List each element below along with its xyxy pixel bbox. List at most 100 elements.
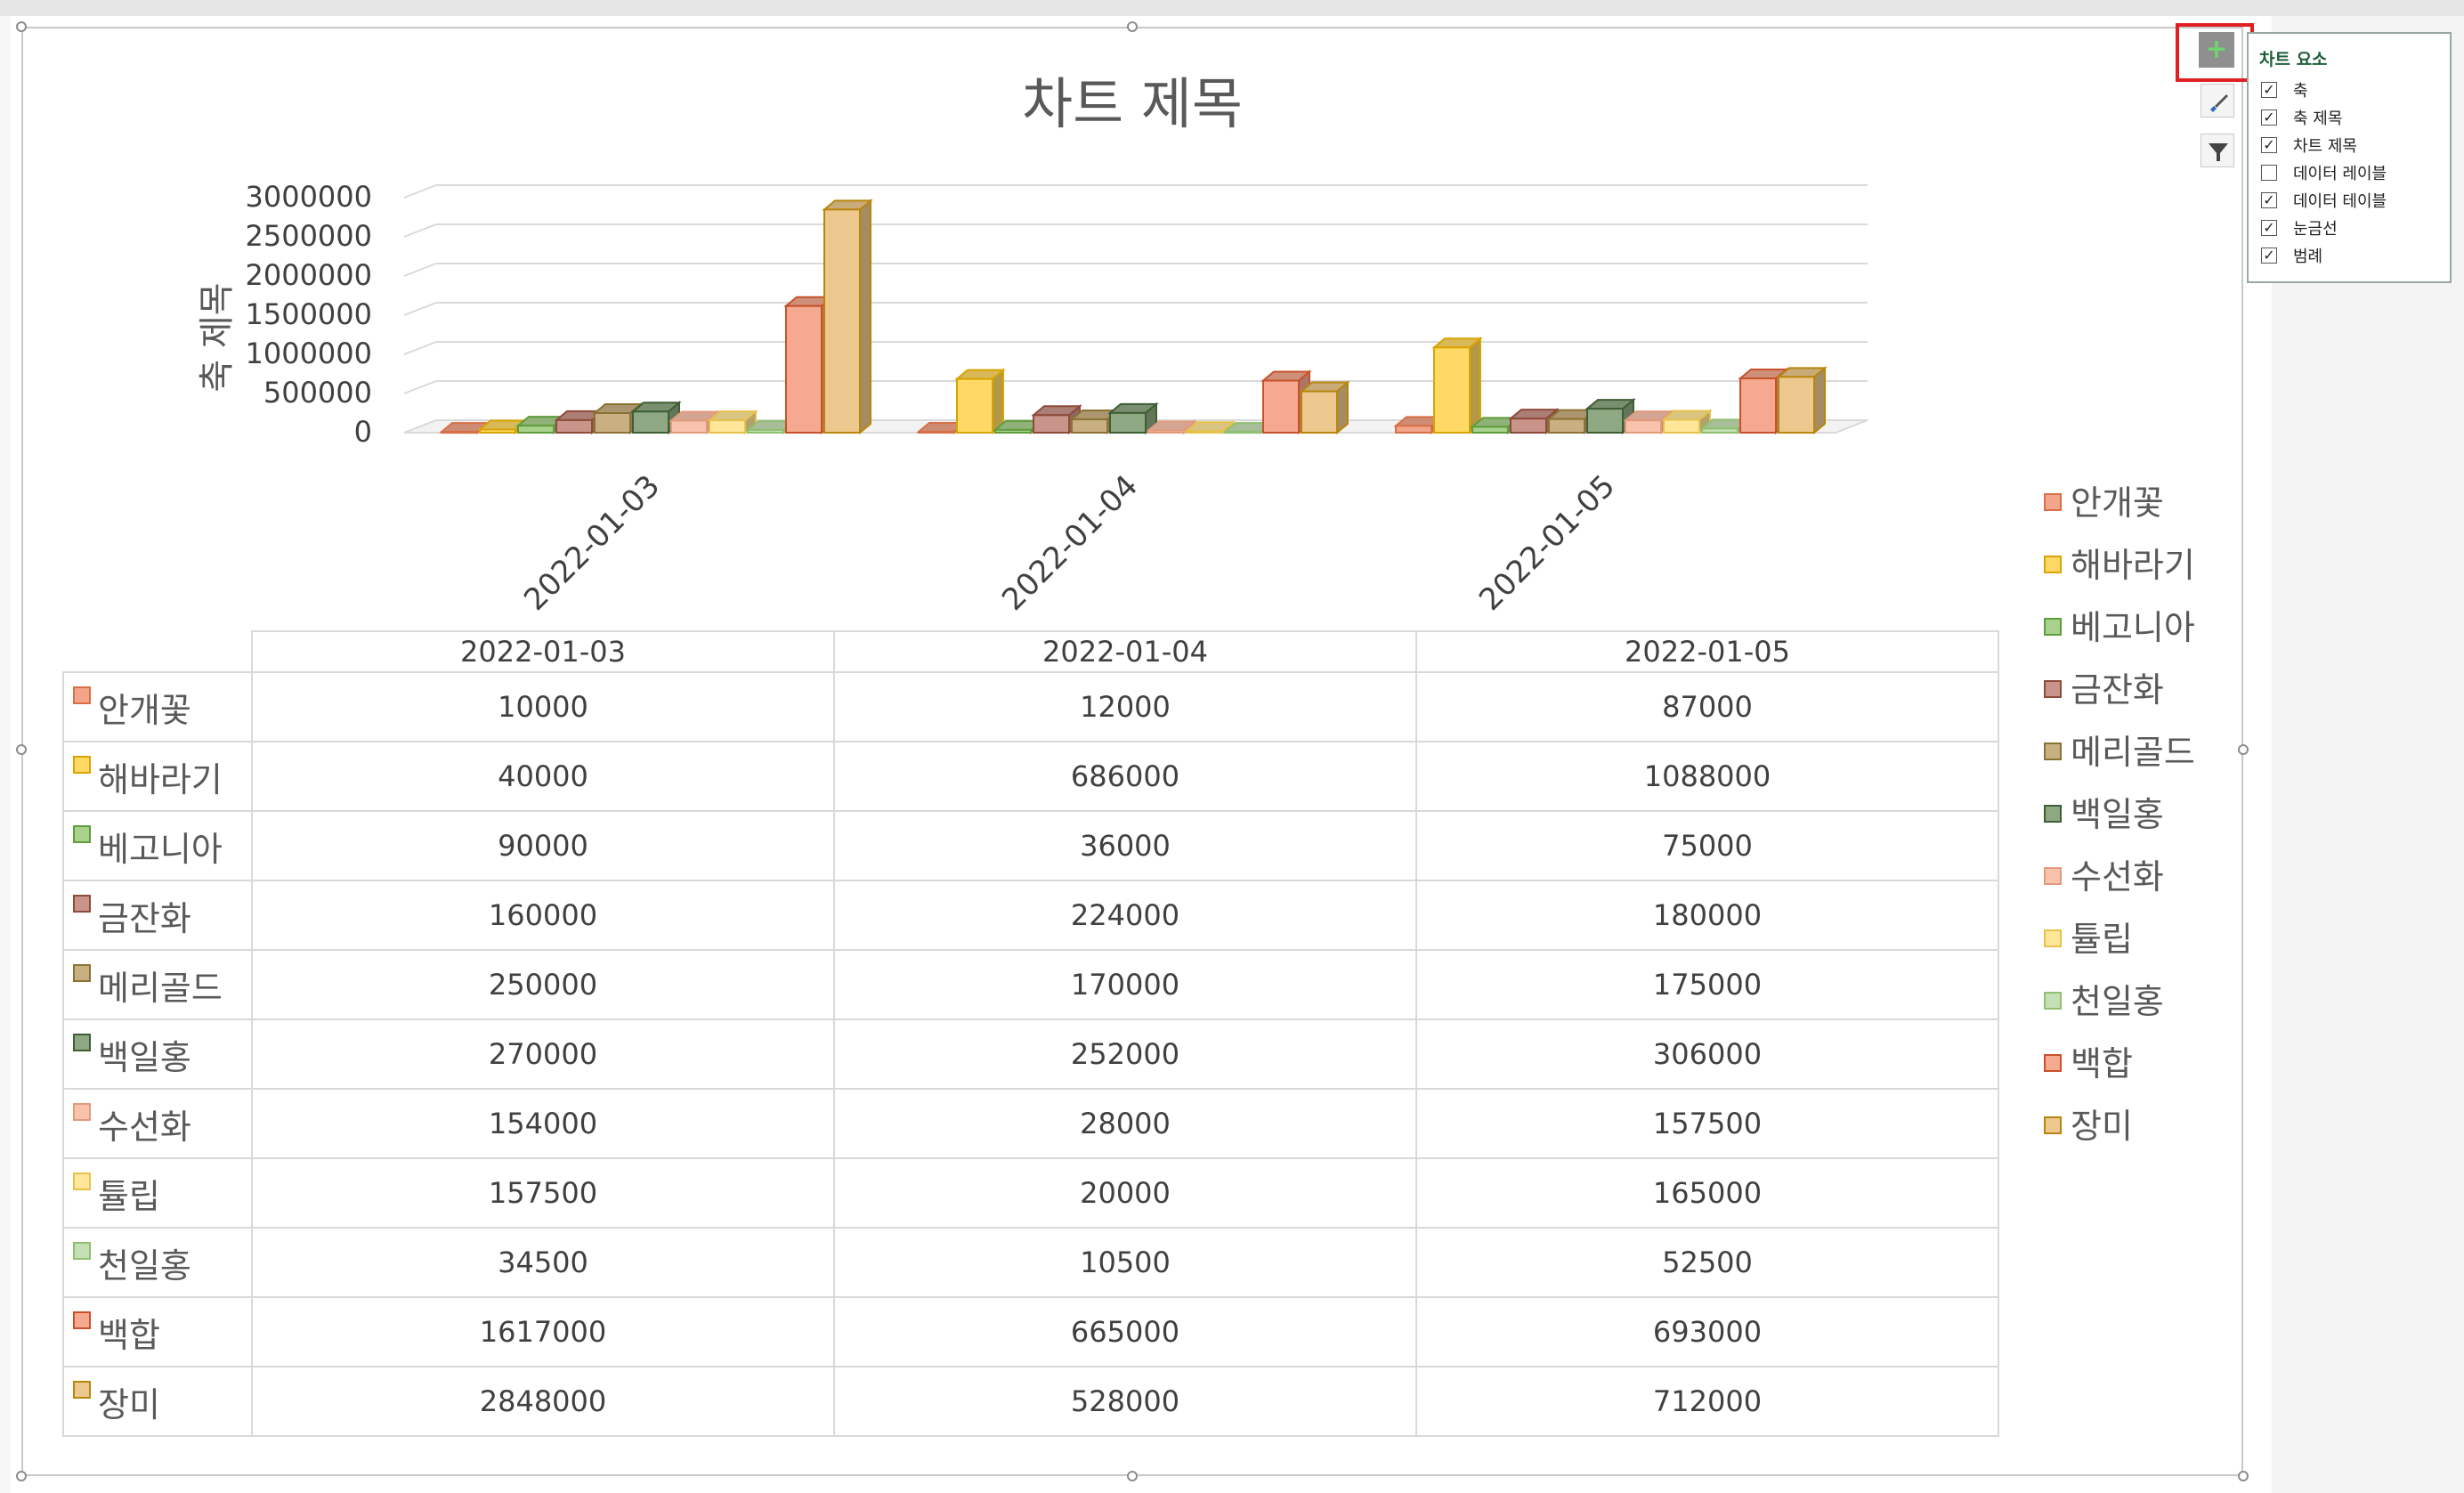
- table-cell: 693000: [1415, 1296, 1999, 1367]
- table-cell: 665000: [833, 1296, 1417, 1367]
- legend-label: 안개꽃: [2071, 483, 2164, 523]
- legend-item[interactable]: 금잔화: [2044, 662, 2195, 725]
- gridline-side: [403, 380, 437, 394]
- table-cell: 154000: [251, 1088, 835, 1159]
- legend-key: [2044, 680, 2062, 698]
- bar[interactable]: [1299, 380, 1350, 435]
- checkbox[interactable]: ✓: [2261, 110, 2277, 126]
- legend-label: 금잔화: [2071, 670, 2164, 710]
- legend-item[interactable]: 수선화: [2044, 849, 2195, 912]
- table-cell: 252000: [833, 1018, 1417, 1090]
- bar[interactable]: [669, 410, 720, 435]
- checkbox-label: 눈금선: [2293, 220, 2338, 239]
- resize-handle[interactable]: [16, 744, 27, 755]
- bar[interactable]: [822, 199, 873, 435]
- legend-item[interactable]: 백합: [2044, 1036, 2195, 1099]
- bar[interactable]: [1776, 366, 1828, 435]
- series-name-text: 금잔화: [98, 898, 191, 938]
- resize-handle[interactable]: [16, 21, 27, 32]
- checkbox[interactable]: ✓: [2261, 192, 2277, 208]
- table-row: 금잔화 160000 224000 180000: [62, 880, 1999, 951]
- checkbox[interactable]: ✓: [2261, 247, 2277, 264]
- legend-label: 메리골드: [2071, 733, 2195, 772]
- bar[interactable]: [1107, 402, 1159, 435]
- chart-element-option[interactable]: ✓ 축: [2261, 78, 2308, 101]
- table-row: 백일홍 270000 252000 306000: [62, 1018, 1999, 1090]
- resize-handle[interactable]: [2238, 744, 2249, 755]
- chart-elements-button[interactable]: +: [2199, 32, 2234, 68]
- bar-front: [823, 208, 861, 434]
- y-tick-label: 2000000: [245, 258, 372, 292]
- legend-item[interactable]: 튤립: [2044, 912, 2195, 974]
- checkbox-label: 축 제목: [2293, 110, 2343, 128]
- chart-element-option[interactable]: ✓ 차트 제목: [2261, 134, 2357, 157]
- resize-handle[interactable]: [1127, 21, 1138, 32]
- legend-key: [73, 1172, 91, 1190]
- legend-item[interactable]: 안개꽃: [2044, 475, 2195, 538]
- table-cell: 40000: [251, 741, 835, 812]
- bar-front: [670, 419, 708, 434]
- chart-filters-button[interactable]: [2201, 134, 2234, 167]
- legend-item[interactable]: 장미: [2044, 1099, 2195, 1161]
- legend-key: [73, 686, 91, 704]
- legend-item[interactable]: 천일홍: [2044, 974, 2195, 1036]
- table-row: 백합 1617000 665000 693000: [62, 1296, 1999, 1367]
- bar-front: [517, 425, 555, 434]
- bar-front: [1109, 411, 1147, 434]
- resize-handle[interactable]: [2238, 1471, 2249, 1481]
- table-cell: 165000: [1415, 1157, 1999, 1229]
- legend-item[interactable]: 해바라기: [2044, 538, 2195, 600]
- bar[interactable]: [1184, 420, 1236, 435]
- table-cell: 1088000: [1415, 741, 1999, 812]
- y-tick-label: 500000: [263, 376, 372, 410]
- legend-label: 튤립: [2071, 920, 2133, 959]
- bar[interactable]: [954, 368, 1006, 435]
- table-cell: 180000: [1415, 880, 1999, 951]
- table-row: 튤립 157500 20000 165000: [62, 1157, 1999, 1229]
- table-cell: 34500: [251, 1227, 835, 1298]
- chart-element-option[interactable]: ✓ 축 제목: [2261, 106, 2342, 129]
- resize-handle[interactable]: [16, 1471, 27, 1481]
- chart-element-option[interactable]: ✓ 범례: [2261, 244, 2322, 267]
- bar-front: [1701, 427, 1739, 434]
- y-axis-title[interactable]: 축 제목: [197, 282, 238, 393]
- legend-label: 해바라기: [2071, 546, 2195, 585]
- bar[interactable]: [1661, 409, 1713, 435]
- checkbox-label: 축: [2293, 82, 2308, 101]
- y-tick-label: 1500000: [245, 297, 372, 331]
- gridline-side: [403, 341, 437, 355]
- bar[interactable]: [707, 410, 758, 435]
- legend-key: [73, 1241, 91, 1260]
- legend-label: 천일홍: [2071, 982, 2164, 1021]
- plot-area[interactable]: [0, 0, 2464, 623]
- checkbox-label: 범례: [2293, 247, 2323, 266]
- bar-front: [994, 428, 1032, 434]
- bar[interactable]: [1431, 337, 1483, 435]
- checkbox[interactable]: [2261, 165, 2277, 181]
- bar-front: [441, 431, 478, 434]
- legend-item[interactable]: 베고니아: [2044, 600, 2195, 662]
- window-top-strip: [0, 0, 2464, 16]
- checkbox[interactable]: ✓: [2261, 137, 2277, 153]
- bar-side: [992, 368, 1004, 435]
- legend-item[interactable]: 메리골드: [2044, 725, 2195, 787]
- chart-element-option[interactable]: ✓ 데이터 테이블: [2261, 189, 2387, 212]
- legend-item[interactable]: 백일홍: [2044, 787, 2195, 849]
- bar[interactable]: [1146, 419, 1197, 435]
- checkbox[interactable]: ✓: [2261, 82, 2277, 98]
- table-cell: 250000: [251, 949, 835, 1020]
- chart-title[interactable]: 차트 제목: [1022, 71, 1243, 136]
- checkbox[interactable]: ✓: [2261, 220, 2277, 236]
- table-cell: 90000: [251, 810, 835, 881]
- bar[interactable]: [1585, 397, 1636, 435]
- chart-styles-button[interactable]: [2201, 84, 2234, 118]
- chart-element-option[interactable]: 데이터 레이블: [2261, 161, 2387, 184]
- legend-label: 베고니아: [2071, 608, 2195, 647]
- resize-handle[interactable]: [1127, 1471, 1138, 1481]
- chart-element-option[interactable]: ✓ 눈금선: [2261, 216, 2338, 239]
- table-cell: 160000: [251, 880, 835, 951]
- bar-front: [1778, 376, 1815, 434]
- series-name-text: 장미: [98, 1384, 160, 1424]
- data-table[interactable]: 2022-01-03 2022-01-04 2022-01-05 안개꽃 10000 12…: [62, 630, 1999, 1437]
